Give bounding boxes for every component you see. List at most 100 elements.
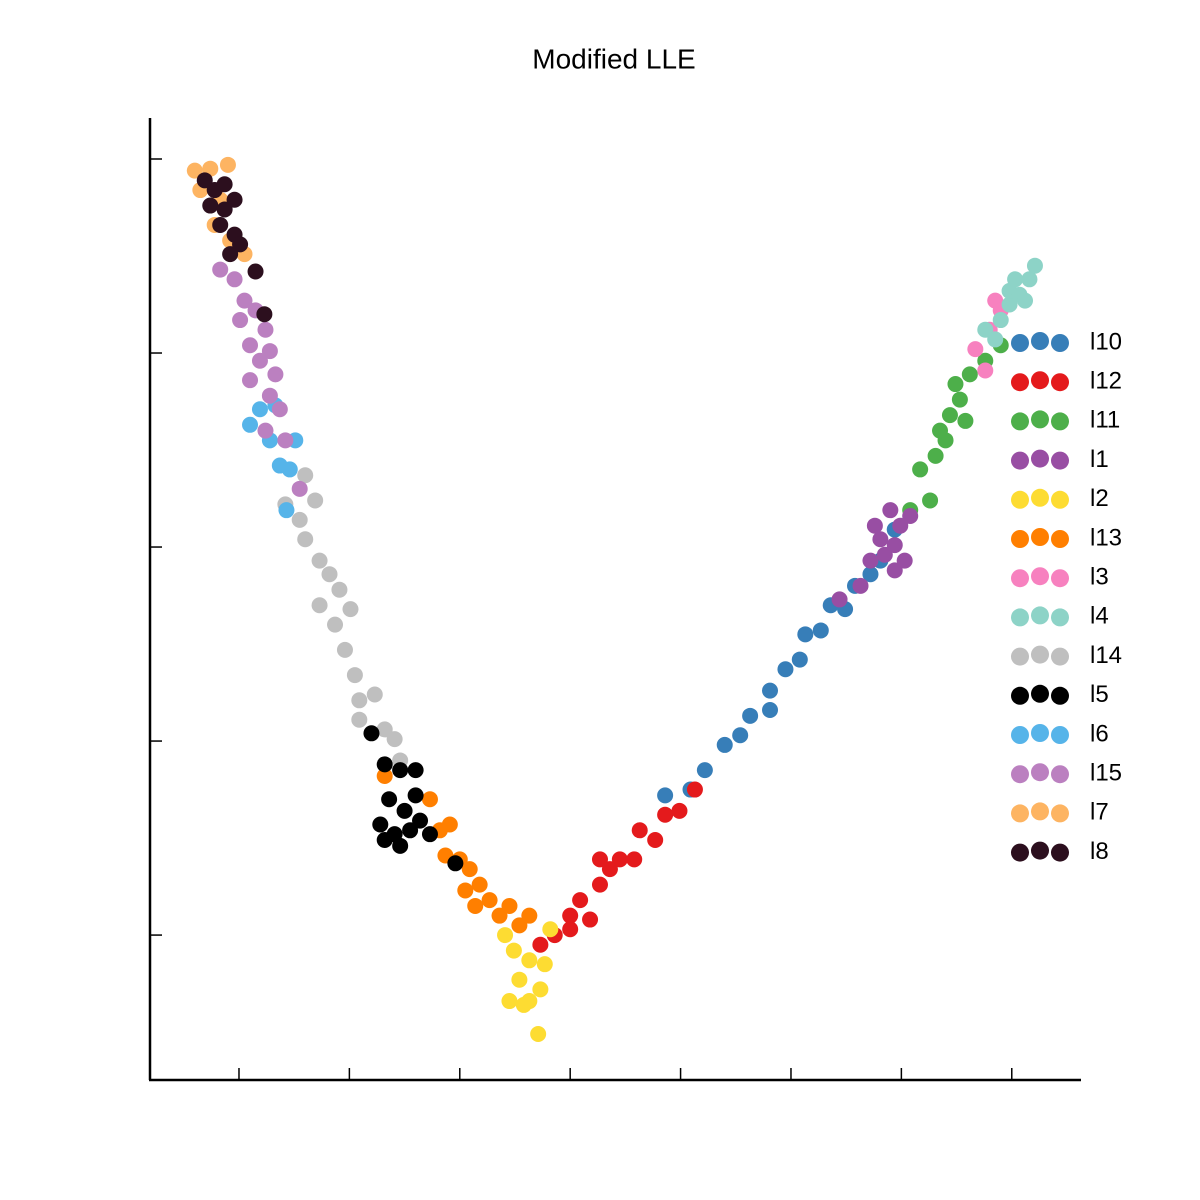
point bbox=[1001, 296, 1018, 313]
legend-marker bbox=[1051, 726, 1069, 744]
point bbox=[521, 907, 538, 924]
point bbox=[647, 832, 664, 848]
point bbox=[297, 467, 314, 484]
point bbox=[886, 537, 903, 554]
point bbox=[376, 832, 393, 848]
point bbox=[987, 331, 1004, 348]
legend-marker bbox=[1051, 530, 1069, 548]
point bbox=[232, 312, 249, 329]
point bbox=[532, 936, 549, 953]
legend-marker bbox=[1031, 802, 1049, 821]
point bbox=[922, 492, 939, 509]
point bbox=[896, 552, 913, 569]
chart-title: Modified LLE bbox=[532, 43, 695, 74]
point bbox=[501, 897, 518, 914]
point bbox=[521, 952, 538, 969]
legend-marker bbox=[1011, 608, 1029, 627]
legend-marker bbox=[1031, 449, 1049, 468]
point bbox=[311, 552, 328, 569]
point bbox=[457, 882, 474, 899]
point bbox=[562, 907, 579, 924]
point bbox=[762, 702, 778, 719]
point bbox=[251, 352, 268, 369]
point bbox=[366, 686, 383, 703]
point bbox=[376, 767, 393, 784]
point bbox=[967, 341, 984, 358]
legend-marker bbox=[1031, 410, 1049, 429]
point bbox=[521, 993, 538, 1010]
point bbox=[626, 851, 643, 868]
legend-label: l3 bbox=[1090, 564, 1109, 591]
legend-marker bbox=[1031, 528, 1049, 546]
point bbox=[686, 781, 703, 798]
point bbox=[291, 480, 308, 497]
point bbox=[271, 401, 288, 418]
point bbox=[242, 372, 259, 389]
legend-marker bbox=[1031, 606, 1049, 625]
point bbox=[957, 412, 974, 429]
point bbox=[657, 787, 674, 804]
legend-marker bbox=[1051, 647, 1069, 666]
legend-label: l5 bbox=[1090, 681, 1109, 708]
legend-marker bbox=[1051, 334, 1069, 352]
point bbox=[505, 942, 522, 959]
point bbox=[421, 791, 438, 808]
legend-marker bbox=[1011, 726, 1029, 744]
point bbox=[407, 762, 424, 779]
legend-marker bbox=[1051, 412, 1069, 431]
legend-marker bbox=[1011, 490, 1029, 509]
point bbox=[951, 391, 968, 408]
point bbox=[497, 927, 514, 944]
point bbox=[327, 616, 344, 633]
point bbox=[481, 892, 498, 909]
point bbox=[777, 661, 794, 678]
point bbox=[321, 566, 338, 583]
legend-marker bbox=[1051, 451, 1069, 470]
legend-label: l14 bbox=[1090, 642, 1122, 669]
point bbox=[267, 366, 284, 383]
legend-marker bbox=[1011, 843, 1029, 862]
point bbox=[372, 816, 389, 833]
legend-marker bbox=[1051, 843, 1069, 862]
point bbox=[992, 312, 1009, 329]
point bbox=[297, 531, 314, 548]
point bbox=[251, 401, 268, 418]
point bbox=[872, 531, 889, 548]
legend-marker bbox=[1031, 645, 1049, 664]
point bbox=[278, 502, 295, 519]
point bbox=[376, 721, 393, 738]
point bbox=[696, 762, 713, 779]
point bbox=[791, 651, 808, 668]
point bbox=[421, 826, 438, 843]
point bbox=[363, 725, 380, 742]
point bbox=[657, 806, 674, 823]
point bbox=[226, 191, 243, 208]
legend-marker bbox=[1011, 530, 1029, 548]
point bbox=[381, 791, 398, 808]
legend-marker bbox=[1051, 373, 1069, 392]
point bbox=[501, 993, 518, 1010]
point bbox=[219, 156, 236, 173]
point bbox=[261, 387, 278, 404]
legend-marker bbox=[1011, 686, 1029, 705]
legend-label: l11 bbox=[1090, 407, 1120, 434]
point bbox=[307, 492, 324, 509]
point bbox=[291, 511, 308, 528]
point bbox=[376, 756, 393, 773]
legend-marker bbox=[1031, 841, 1049, 860]
legend-marker bbox=[1031, 371, 1049, 390]
point bbox=[511, 971, 528, 988]
point bbox=[1026, 257, 1043, 274]
point bbox=[336, 641, 353, 658]
legend-marker bbox=[1031, 763, 1049, 782]
point bbox=[242, 416, 259, 433]
legend-marker bbox=[1031, 332, 1049, 350]
point bbox=[582, 911, 599, 928]
point bbox=[892, 517, 909, 534]
point bbox=[232, 236, 249, 253]
point bbox=[882, 502, 899, 519]
point bbox=[392, 762, 409, 779]
point bbox=[257, 321, 274, 338]
legend-marker bbox=[1011, 451, 1029, 470]
